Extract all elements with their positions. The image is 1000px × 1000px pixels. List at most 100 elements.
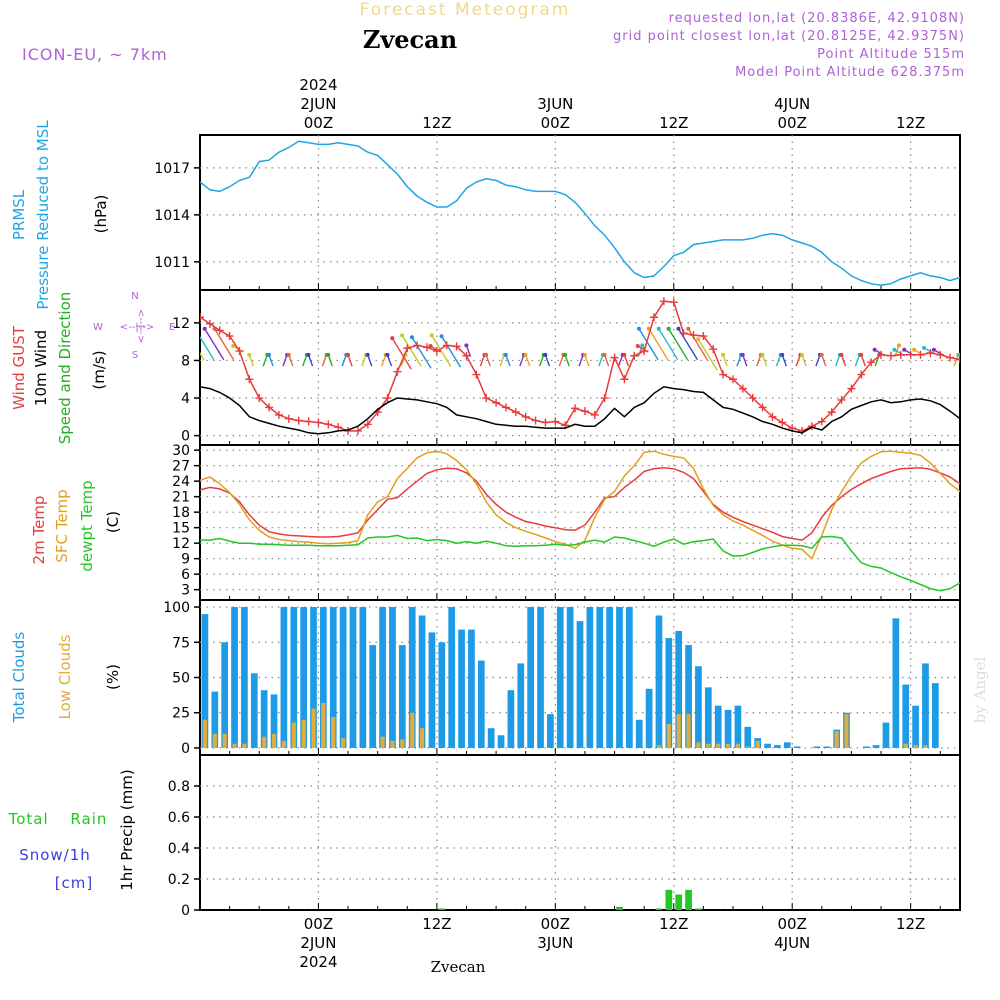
- total-clouds-bar: [250, 673, 258, 748]
- direction-arrow-head: [563, 352, 568, 357]
- total-clouds-bar: [359, 607, 367, 748]
- precip-unit: 1hr Precip (mm): [118, 769, 136, 890]
- gust-marker: [393, 367, 402, 376]
- gust-marker: [699, 332, 708, 341]
- 10m-wind-line: [200, 386, 960, 435]
- direction-arrow-head: [622, 352, 627, 357]
- direction-arrow: [617, 354, 624, 367]
- y-tick-label: 0.2: [168, 872, 190, 888]
- info-line-4: Model Point Altitude 628.375m: [735, 65, 965, 80]
- direction-arrow: [341, 354, 347, 367]
- direction-arrow: [411, 336, 432, 369]
- y-tick-label: 100: [163, 600, 190, 616]
- total-clouds-bar: [201, 614, 209, 748]
- gust-marker: [383, 394, 392, 403]
- direction-arrow: [538, 354, 545, 367]
- main-title: Forecast Meteogram: [360, 0, 571, 20]
- low-clouds-bar: [390, 740, 395, 748]
- y-tick-label: 30: [172, 443, 190, 459]
- direction-arrow: [687, 328, 708, 361]
- top-date-label: 00Z: [304, 114, 333, 132]
- total-clouds-bar: [655, 615, 663, 748]
- gust-marker: [877, 350, 886, 359]
- direction-arrow: [268, 354, 274, 367]
- compass-arrows: <--|-->: [135, 309, 146, 344]
- low-clouds-bar: [725, 743, 731, 748]
- direction-arrow: [761, 354, 768, 367]
- wind-label: 10m Wind: [32, 330, 50, 406]
- direction-arrow-head: [740, 352, 745, 357]
- bottom-date-label: 12Z: [896, 915, 925, 933]
- total-clouds-bar: [635, 719, 643, 748]
- total-clouds-bar: [497, 735, 505, 748]
- total-clouds-bar: [645, 688, 653, 748]
- wind-unit: (m/s): [90, 350, 108, 389]
- total-rain-bar: [438, 908, 446, 910]
- gust-marker: [492, 398, 501, 407]
- total-clouds-bar: [665, 638, 673, 748]
- total-clouds-bar: [606, 607, 613, 748]
- credit-watermark: by Angel: [971, 656, 989, 723]
- gust-marker: [304, 417, 313, 426]
- gust-marker: [748, 394, 757, 403]
- temp-label: 2m Temp: [30, 496, 48, 565]
- footer-location: Zvecan: [431, 958, 486, 976]
- top-date-label: 3JUN: [537, 95, 573, 113]
- direction-arrow-head: [912, 347, 917, 352]
- y-tick-label: 15: [172, 521, 190, 537]
- total-clouds-bar: [922, 663, 929, 748]
- bottom-date-label: 3JUN: [537, 934, 573, 952]
- total-clouds-bar: [349, 607, 357, 748]
- wind-direction-arrows: [200, 326, 960, 371]
- direction-arrow: [564, 354, 570, 367]
- gust-marker: [265, 403, 274, 412]
- total-clouds-bar: [783, 742, 791, 748]
- gust-marker: [946, 353, 955, 362]
- gust-marker: [768, 412, 777, 421]
- gust-label: Wind GUST: [10, 325, 28, 410]
- direction-arrow-head: [326, 352, 331, 357]
- direction-arrow-head: [666, 326, 671, 331]
- direction-arrow-head: [640, 343, 645, 348]
- gust-marker: [659, 297, 668, 306]
- total-clouds-bar: [704, 687, 712, 748]
- total-clouds-bar: [329, 607, 337, 748]
- low-clouds-bar: [380, 736, 385, 748]
- direction-arrow: [401, 334, 422, 367]
- direction-arrow-head: [602, 352, 607, 357]
- gust-marker: [284, 414, 293, 423]
- y-tick-label: 21: [172, 490, 190, 506]
- total-clouds-bar: [695, 666, 702, 748]
- direction-arrow-head: [543, 352, 548, 357]
- total-clouds-bar: [882, 722, 890, 748]
- direction-arrow: [400, 354, 407, 367]
- gust-marker: [916, 350, 925, 359]
- total-clouds-bar: [448, 607, 456, 748]
- bottom-date-label: 12Z: [422, 915, 451, 933]
- total-clouds-bar: [507, 690, 515, 748]
- direction-arrow: [801, 354, 807, 367]
- direction-arrow: [854, 354, 861, 367]
- direction-arrow: [742, 354, 748, 367]
- direction-arrow: [485, 354, 491, 367]
- direction-arrow-head: [859, 352, 864, 357]
- direction-arrow: [603, 354, 610, 367]
- total-clouds-bar: [576, 621, 584, 748]
- gust-marker: [482, 394, 491, 403]
- dewpt-temp-line: [200, 534, 960, 592]
- gust-marker: [827, 408, 836, 417]
- total-clouds-bar: [596, 607, 604, 748]
- total-clouds-bar: [931, 683, 939, 748]
- low-clouds-bar: [686, 714, 691, 748]
- low-clouds-bar: [410, 712, 415, 748]
- gust-marker: [205, 319, 214, 328]
- compass-arrows-h: <--|-->: [120, 322, 155, 333]
- direction-arrow: [558, 354, 565, 367]
- direction-arrow: [736, 354, 742, 367]
- top-date-label: 4JUN: [774, 95, 810, 113]
- gust-marker: [200, 313, 204, 322]
- direction-arrow-head: [503, 352, 508, 357]
- direction-arrow-head: [931, 347, 936, 352]
- direction-arrow: [200, 351, 205, 361]
- direction-arrow: [431, 334, 452, 367]
